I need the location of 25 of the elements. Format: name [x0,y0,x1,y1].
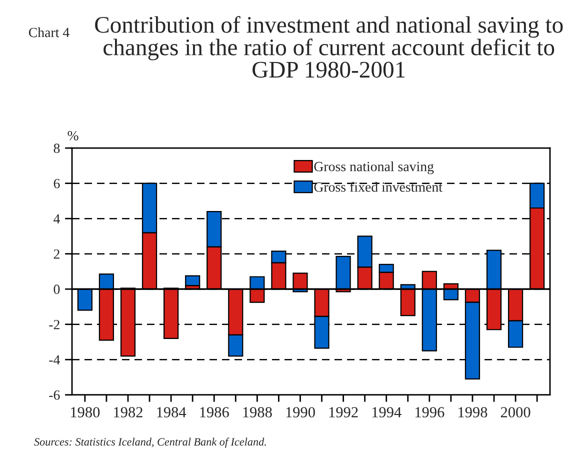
x-tick-label: 1994 [372,407,402,418]
y-axis-title: % [68,130,78,140]
x-tick-label: 1992 [329,407,358,418]
y-tick-label: 8 [54,144,60,154]
x-tick-label: 2000 [500,407,530,418]
legend-label: Gross national saving [314,161,434,174]
legend-label: Gross fixed investment [314,182,442,192]
x-tick-label: 1998 [458,407,488,418]
y-tick-label: -4 [49,355,60,364]
chart-title: Contribution of investment and national saving to changes in the ratio of current account deficit to GDP 1980-2001 [95,16,563,78]
y-tick-label: -2 [49,320,60,330]
y-tick-label: -6 [49,390,60,400]
y-tick-label: 2 [54,249,60,259]
x-tick-label: 1988 [243,407,272,418]
x-tick-label: 1996 [415,407,444,418]
y-tick-label: 4 [54,214,60,224]
caption: Chart 4 [28,27,70,38]
y-tick-label: 6 [54,178,60,188]
x-tick-label: 1990 [286,407,315,418]
x-tick-label: 1986 [200,407,229,418]
x-tick-label: 1984 [157,407,186,418]
y-tick-label: 0 [54,284,60,294]
x-tick-label: 1980 [70,407,100,418]
source-note: Sources: Statistics Iceland, Central Bank of Iceland. [34,438,266,448]
x-tick-label: 1982 [114,407,142,418]
